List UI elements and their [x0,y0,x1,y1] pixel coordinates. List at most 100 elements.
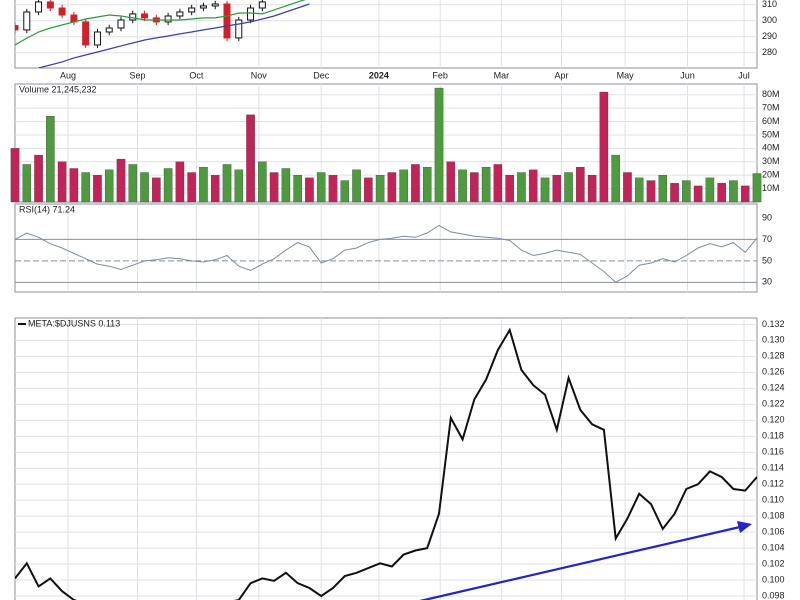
volume-bar [717,183,726,203]
volume-bar [623,172,632,203]
x-tick-label: 2024 [369,70,389,80]
y-tick-label: 50 [762,255,772,265]
volume-bar [175,161,185,203]
volume-bar [481,166,491,203]
candle-body [176,11,184,17]
volume-bar [658,175,668,203]
y-tick-label: 0.104 [762,542,785,552]
y-tick-label: 60M [762,116,780,126]
volume-bar [128,164,138,203]
volume-bar [729,180,738,203]
volume-bar [10,148,20,203]
panel-title: META:$DJUSNS 0.113 [28,318,120,328]
series-line [15,327,757,600]
volume-bar [93,175,102,203]
volume-bar [576,166,585,203]
y-tick-label: 0.102 [762,558,785,568]
volume-bar [587,175,597,203]
candle-body [199,5,207,9]
volume-bar [740,185,750,203]
volume-bar [328,175,338,203]
volume-bar [234,169,244,203]
volume-bar [104,169,114,203]
rsi-panel [14,203,758,293]
volume-bar [752,173,762,203]
ratio-panel [14,317,758,600]
volume-bar [340,180,350,203]
panel-marks [14,224,758,283]
y-tick-label: 40M [762,143,780,153]
volume-bar [682,180,691,203]
y-tick-label: 0.110 [762,495,784,505]
y-tick-label: 0.130 [762,335,785,345]
volume-bar [505,175,514,203]
panel-marks [15,323,757,600]
volume-bar [57,161,67,203]
y-tick-label: 0.112 [762,479,784,489]
y-tick-label: 0.132 [762,319,785,329]
x-tick-label: Nov [251,70,268,80]
volume-bar [316,172,326,203]
volume-bar [22,164,32,203]
candle-body [46,1,54,9]
y-tick-label: 0.116 [762,447,784,457]
y-tick-label: 80M [762,89,780,99]
volume-bar [646,180,656,203]
y-tick-label: 20M [762,170,780,180]
candle-body [211,3,219,7]
candle-body [35,1,43,13]
x-tick-label: Aug [60,70,76,80]
y-tick-label: 290 [762,31,777,41]
volume-bar [305,177,314,203]
y-tick-label: 50M [762,129,780,139]
volume-bar [517,172,526,203]
y-tick-label: 0.100 [762,574,785,584]
y-tick-label: 70M [762,103,780,113]
volume-bar [564,172,573,203]
y-tick-label: 30M [762,156,780,166]
volume-bar [281,168,291,203]
volume-bar [199,166,208,203]
volume-bar [693,185,703,203]
volume-bar [210,175,220,203]
candle-body [15,25,19,31]
candle-body [235,19,243,39]
candle-body [82,21,90,46]
candle-body [23,11,31,31]
candle-body [258,1,266,9]
x-tick-label: Feb [432,70,448,80]
x-tick-label: Jul [738,70,750,80]
volume-bar [387,172,397,203]
x-tick-label: Apr [554,70,568,80]
y-tick-label: 0.098 [762,590,785,600]
volume-bar [528,169,538,203]
candle-body [188,7,196,13]
panel-title: RSI(14) 71.24 [19,204,75,214]
y-tick-label: 280 [762,47,777,57]
y-tick-label: 0.124 [762,383,785,393]
y-tick-label: 0.122 [762,399,785,409]
series-line [38,3,310,68]
y-tick-label: 0.128 [762,351,785,361]
volume-bar [422,166,432,203]
volume-bar [705,177,715,203]
volume-bar [116,158,126,203]
candle-body [93,31,101,46]
volume-bar [34,154,43,203]
volume-bar [222,164,232,203]
x-tick-label: Sep [129,70,145,80]
panel-marks [10,87,762,203]
volume-bar [258,161,267,203]
candle-body [105,27,113,33]
candle-body [141,13,149,19]
y-tick-label: 70 [762,234,772,244]
x-tick-label: Mar [494,70,510,80]
y-tick-label: 300 [762,15,777,25]
volume-bar [458,169,467,203]
arrow-head [737,521,752,533]
volume-bar [599,91,609,203]
y-tick-label: 0.120 [762,415,785,425]
y-tick-label: 30 [762,277,772,287]
volume-bar [434,87,444,203]
y-tick-label: 0.126 [762,367,785,377]
